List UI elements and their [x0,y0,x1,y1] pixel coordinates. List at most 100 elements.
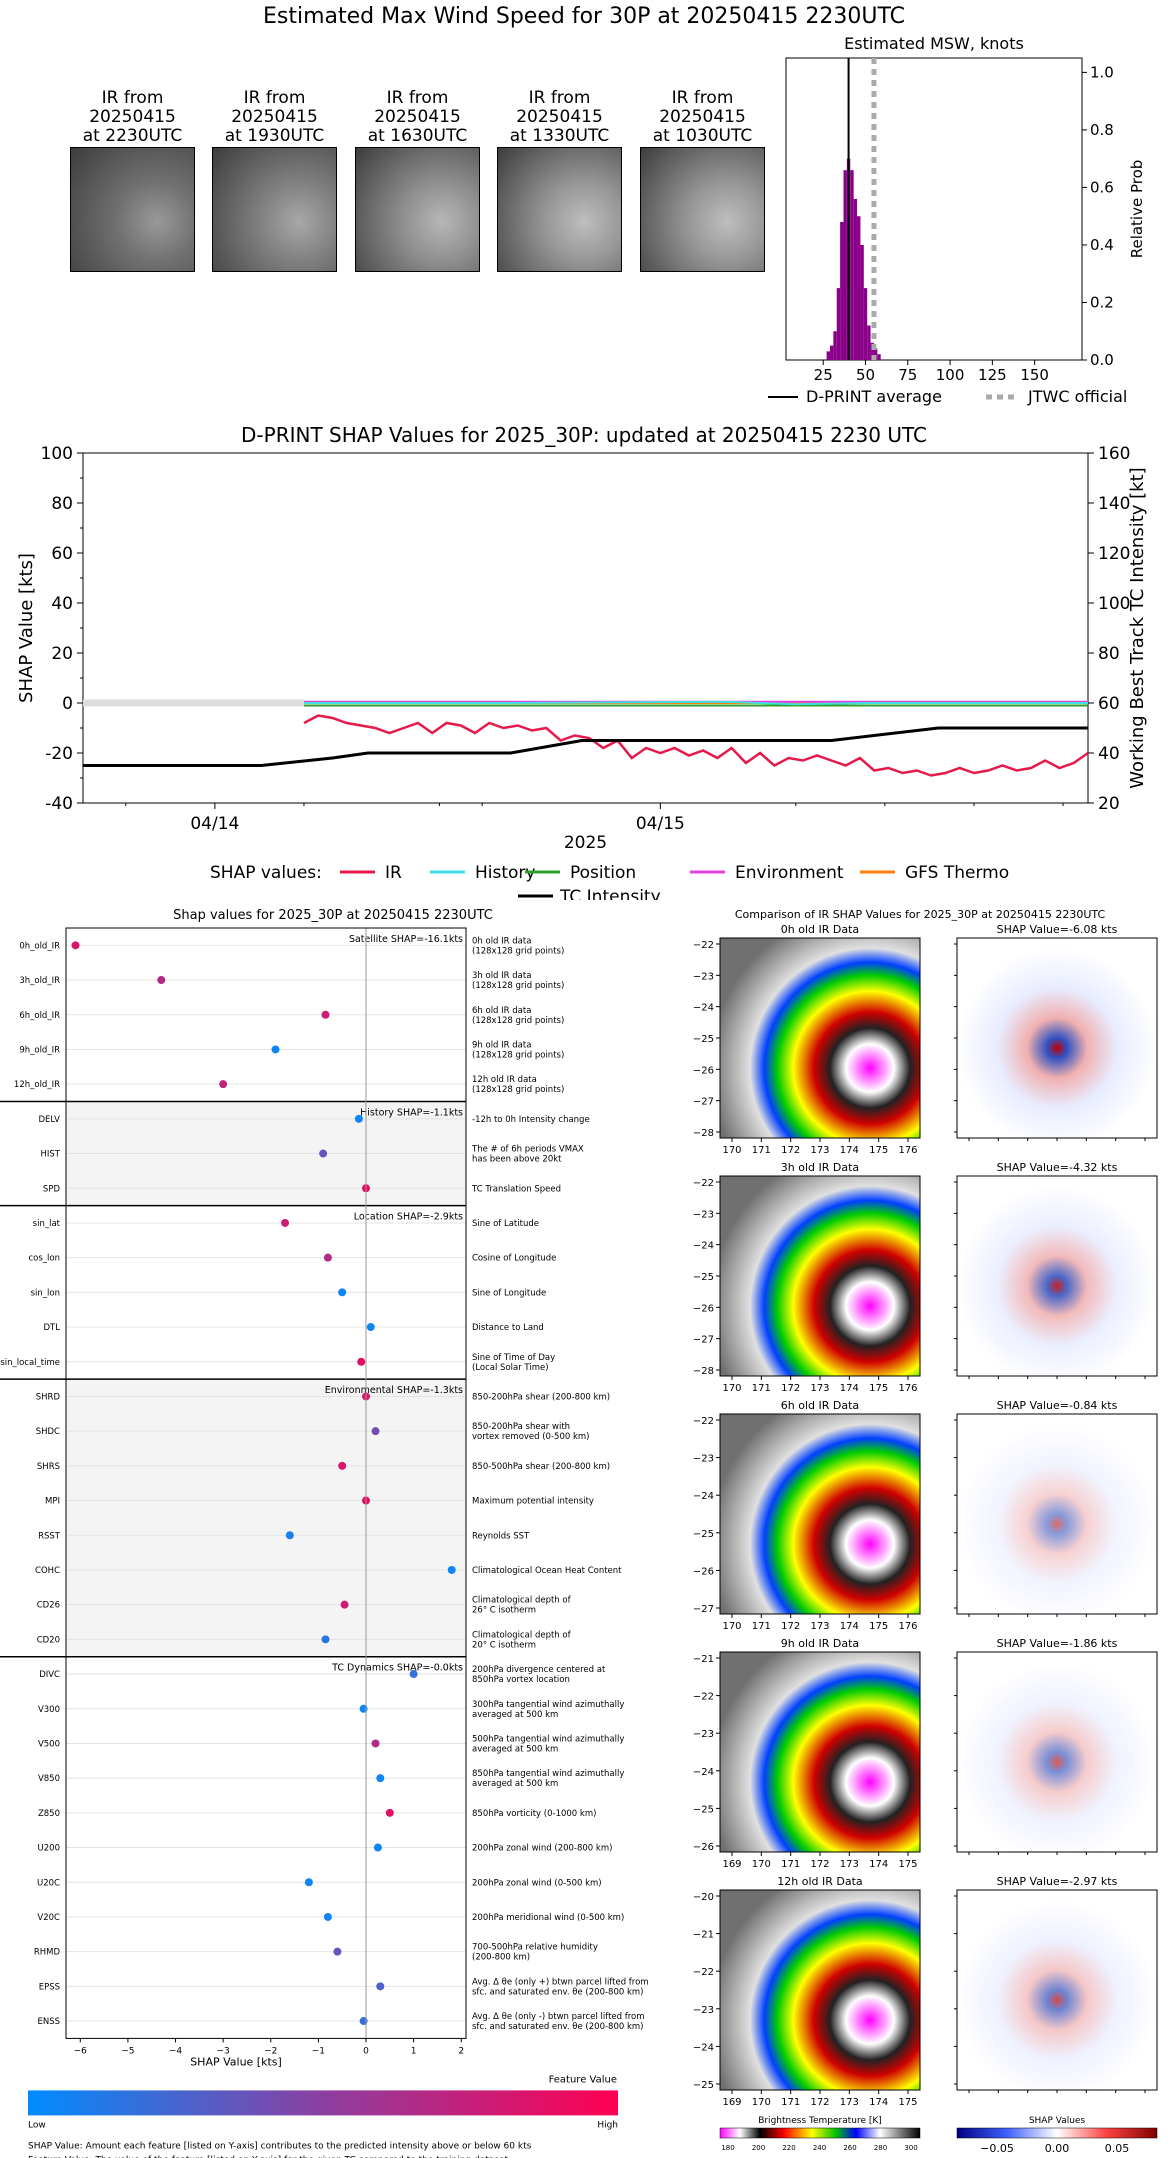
histogram-bar [857,216,861,360]
histogram-bar [877,354,881,360]
ir-x-tick-label: 174 [869,1859,888,1870]
feature-description: averaged at 500 km [472,1744,558,1754]
ir-image [719,1651,921,1853]
feature-name: 0h_old_IR [19,941,60,951]
feature-description: (200-800 km) [472,1953,530,1963]
ir-y-tick-label: −23 [693,1454,714,1465]
shap-colorbar-tick: −0.05 [980,2142,1014,2155]
legend-title: SHAP values: [210,863,322,883]
feature-description: (128x128 grid points) [472,1050,564,1060]
feature-description: -12h to 0h Intensity change [472,1115,590,1125]
ir-x-tick-label: 174 [869,2097,888,2108]
x-tick-label: 50 [856,366,875,384]
shap-colorbar-title: SHAP Values [1029,2116,1086,2126]
y2-tick-label: 20 [1098,794,1120,814]
shap-panel-title: Shap values for 2025_30P at 20250415 223… [173,908,493,923]
ir-panel-title: 0h old IR Data [781,923,859,936]
feature-name: V20C [37,1913,60,1923]
shap-point [385,1808,394,1817]
ir-y-tick-label: −24 [693,1241,714,1252]
ir-y-tick-label: −21 [693,1654,714,1665]
ir-x-tick-label: 173 [810,1383,829,1394]
x-tick-label: −2 [264,2046,277,2056]
feature-description: Climatological Ocean Heat Content [472,1566,622,1576]
ir-x-tick-label: 174 [840,1145,859,1156]
shap-point [340,1600,349,1609]
y-tick-label: 100 [41,444,73,464]
shap-colorbar-tick: 0.00 [1045,2142,1070,2155]
ir-x-tick-label: 170 [752,1859,771,1870]
shap-point [354,1114,363,1123]
ir-x-tick-label: 175 [898,2097,917,2108]
group-title: TC Dynamics SHAP=-0.0kts [331,1663,463,1674]
histogram-bar [860,244,864,360]
feature-description: 200hPa divergence centered at [472,1665,606,1675]
feature-name: U200 [38,1844,60,1854]
thumbnail-label: IR from 20250415 at 1930UTC [224,88,325,146]
ir-y-tick-label: −25 [693,1804,714,1815]
ir-y-tick-label: −20 [693,1892,714,1903]
histogram-ylabel: Relative Prob [1128,160,1146,259]
ir-image [719,1889,921,2091]
feature-description: (128x128 grid points) [472,981,564,991]
x-tick-label: 100 [936,366,965,384]
histogram-bar [833,331,837,360]
ir-x-tick-label: 175 [898,1859,917,1870]
ir-y-tick-label: −27 [693,1335,714,1346]
ir-y-tick-label: −25 [693,1272,714,1283]
shap-image [956,1413,1158,1615]
feature-description: (128x128 grid points) [472,1085,564,1095]
timeseries-y2label: Working Best Track TC Intensity [kt] [1127,467,1148,788]
y-tick-label: 0.6 [1090,178,1114,196]
legend-label: Position [570,863,636,883]
ir-y-tick-label: −23 [693,1729,714,1740]
ir-y-tick-label: −24 [693,1491,714,1502]
ir-thumbnail-image [640,147,765,272]
note-shap-value: SHAP Value: Amount each feature [listed … [28,2141,532,2151]
feature-description: Sine of Time of Day [472,1353,555,1363]
feature-description: (Local Solar Time) [472,1363,549,1373]
thumbnail-label: IR from 20250415 at 1630UTC [367,88,468,146]
ir-panel-title: 3h old IR Data [781,1161,859,1174]
feature-description: 200hPa zonal wind (200-800 km) [472,1844,612,1854]
timeseries-title: D-PRINT SHAP Values for 2025_30P: update… [241,423,927,447]
ir-panel-title: 9h old IR Data [781,1637,859,1650]
group-title: History SHAP=-1.1kts [360,1108,463,1119]
shap-point [338,1288,347,1297]
feature-name: RHMD [34,1948,61,1958]
ir-x-tick-label: 175 [869,1383,888,1394]
group-title: Satellite SHAP=-16.1kts [349,934,463,945]
feature-description: The # of 6h periods VMAX [471,1145,584,1155]
ir-x-tick-label: 170 [722,1145,741,1156]
ir-x-tick-label: 172 [781,1145,800,1156]
feature-description: averaged at 500 km [472,1710,558,1720]
ir-y-tick-label: −25 [693,2080,714,2091]
shap-colorbar [956,2127,1158,2139]
y2-tick-label: 100 [1098,594,1130,614]
main-title: Estimated Max Wind Speed for 30P at 2025… [262,4,906,29]
histogram-frame [785,57,1083,361]
feature-description: averaged at 500 km [472,1779,558,1789]
feature-description: TC Translation Speed [471,1184,561,1194]
histogram-bar [863,288,868,360]
ir-y-tick-label: −22 [693,1692,714,1703]
histogram-bar [873,348,878,360]
x-tick-label: 25 [814,366,833,384]
feature-name: V500 [38,1739,60,1749]
ir-y-tick-label: −24 [693,1767,714,1778]
y-tick-label: 0.4 [1090,236,1114,254]
ir-thumbnail-image [355,147,480,272]
feature-name: HIST [41,1150,61,1160]
feature-name: U20C [37,1878,60,1888]
timeseries-frame [82,452,1089,804]
feature-name: DIVC [39,1670,60,1680]
feature-name: RSST [38,1531,61,1541]
ir-x-tick-label: 171 [752,1621,771,1632]
y-tick-label: 40 [51,594,73,614]
shap-point [323,1912,332,1921]
ir-x-tick-label: 171 [781,2097,800,2108]
feature-description: Sine of Longitude [472,1288,546,1298]
x-tick-label: 125 [978,366,1007,384]
ir-y-tick-label: −23 [693,2005,714,2016]
shap-image [956,1651,1158,1853]
